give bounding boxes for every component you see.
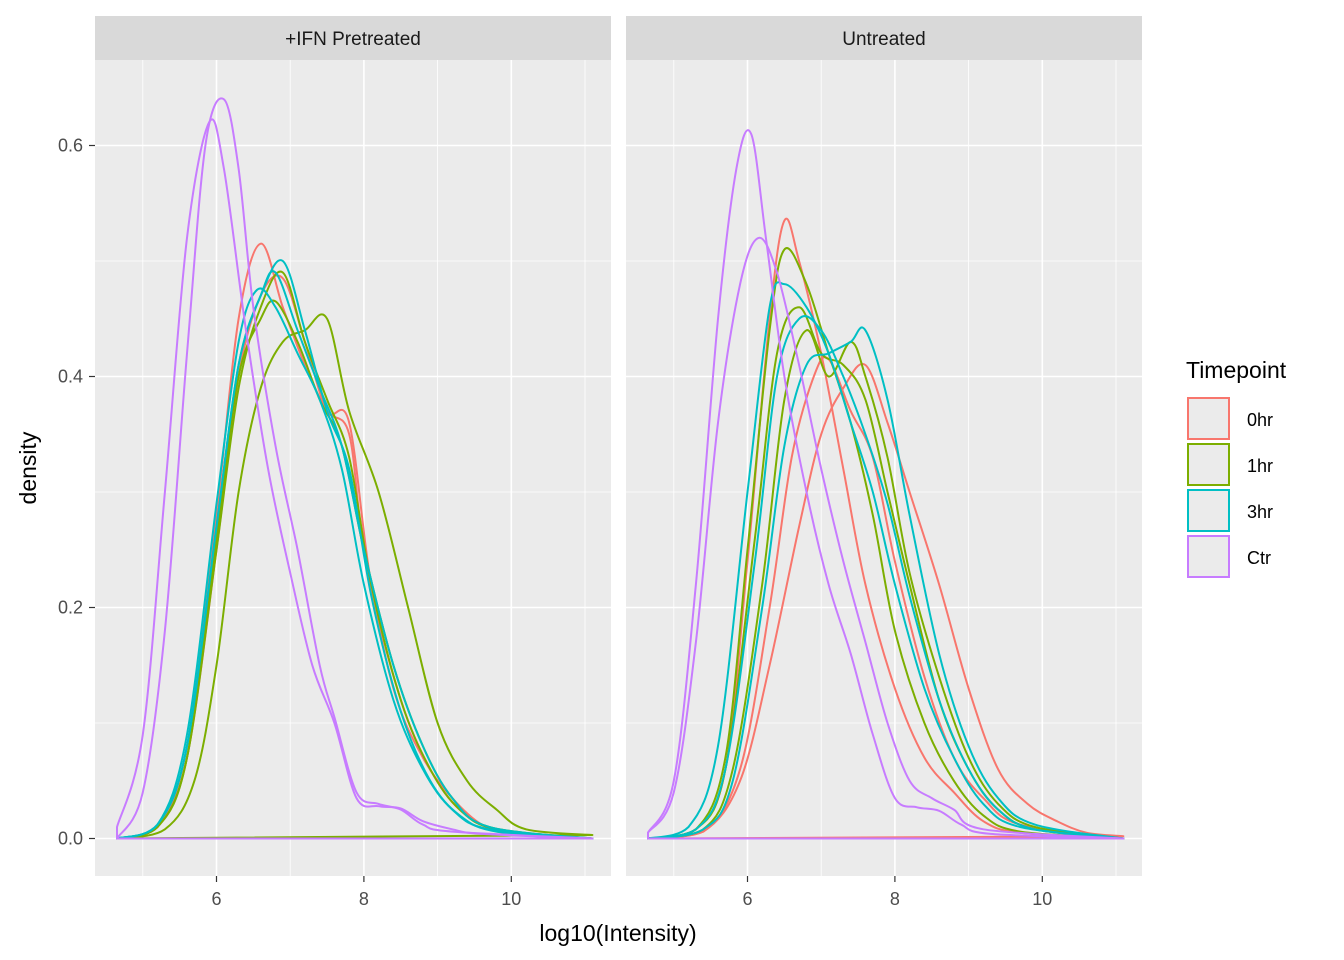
legend-swatch xyxy=(1187,535,1230,578)
panel-background xyxy=(626,60,1142,876)
x-tick-label: 6 xyxy=(742,889,752,909)
density-line-ctr-9 xyxy=(116,97,594,840)
legend-swatch xyxy=(1187,489,1230,532)
density-line-3hr-6 xyxy=(116,270,594,840)
legend-swatch xyxy=(1187,443,1230,486)
facet-panel: Untreated 6 8 10 xyxy=(626,16,1142,909)
legend-key-0hr: 0hr xyxy=(1187,397,1273,440)
density-line-3hr-7 xyxy=(116,287,594,840)
density-line-3hr-6 xyxy=(647,281,1125,840)
x-axis-title: log10(Intensity) xyxy=(539,920,696,946)
density-line-1hr-4 xyxy=(647,329,1125,840)
density-line-ctr-10 xyxy=(647,236,1125,840)
y-axis-title: density xyxy=(15,431,41,504)
legend-title: Timepoint xyxy=(1186,357,1287,383)
density-line-1hr-4 xyxy=(116,270,594,840)
y-tick-label: 0.4 xyxy=(58,367,83,387)
legend: Timepoint 0hr 1hr 3hr Ctr xyxy=(1186,357,1287,578)
density-line-3hr-8 xyxy=(647,326,1125,840)
x-tick-label: 8 xyxy=(359,889,369,909)
density-curves xyxy=(116,97,594,840)
density-line-1hr-2 xyxy=(116,313,594,840)
legend-label: Ctr xyxy=(1247,548,1271,568)
density-line-3hr-7 xyxy=(647,315,1125,840)
x-tick-label: 8 xyxy=(890,889,900,909)
density-line-ctr-9 xyxy=(647,129,1125,840)
density-line-0hr-1 xyxy=(647,362,1125,840)
facet-strip xyxy=(95,16,611,60)
panel-background xyxy=(95,60,611,876)
legend-key-3hr: 3hr xyxy=(1187,489,1273,532)
y-axis: 0.0 0.2 0.4 0.6 xyxy=(58,136,95,849)
legend-key-ctr: Ctr xyxy=(1187,535,1271,578)
x-tick-label: 10 xyxy=(501,889,521,909)
x-tick-label: 10 xyxy=(1032,889,1052,909)
facet-panel: +IFN Pretreated 6 8 10 xyxy=(95,16,611,909)
y-tick-label: 0.2 xyxy=(58,598,83,618)
facet-strip-label: +IFN Pretreated xyxy=(285,29,421,50)
legend-swatch xyxy=(1187,397,1230,440)
density-line-0hr-2 xyxy=(647,356,1125,840)
facet-strip xyxy=(626,16,1142,60)
x-tick-label: 6 xyxy=(211,889,221,909)
density-line-ctr-8 xyxy=(116,118,594,840)
density-line-0hr-0 xyxy=(647,217,1125,840)
legend-key-1hr: 1hr xyxy=(1187,443,1273,486)
y-tick-label: 0.6 xyxy=(58,136,83,156)
legend-label: 3hr xyxy=(1247,502,1273,522)
facet-strip-label: Untreated xyxy=(842,29,925,50)
legend-label: 1hr xyxy=(1247,456,1273,476)
y-tick-label: 0.0 xyxy=(58,829,83,849)
legend-label: 0hr xyxy=(1247,410,1273,430)
density-curves xyxy=(647,129,1125,840)
